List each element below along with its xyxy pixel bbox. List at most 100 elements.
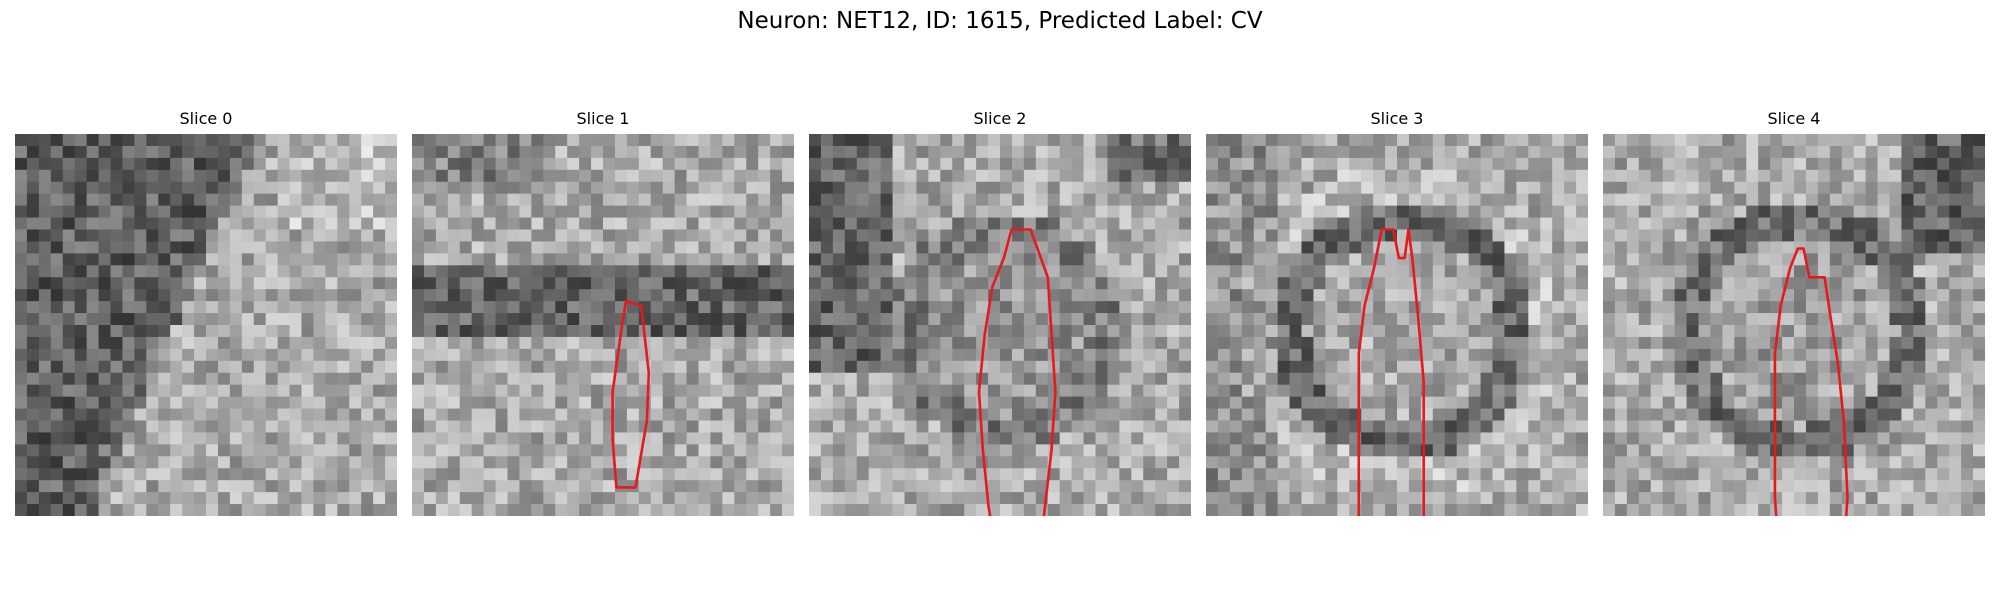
pixel-cell xyxy=(1373,408,1386,422)
pixel-cell xyxy=(1901,193,1914,207)
pixel-cell xyxy=(1805,157,1819,171)
pixel-cell xyxy=(1107,336,1120,350)
pixel-cell xyxy=(50,384,64,398)
pixel-cell xyxy=(579,289,592,302)
pixel-cell xyxy=(1552,384,1565,398)
pixel-cell xyxy=(1614,181,1628,195)
pixel-cell xyxy=(1155,396,1168,410)
pixel-cell xyxy=(1241,432,1255,445)
pixel-cell xyxy=(1770,408,1783,422)
pixel-cell xyxy=(567,313,580,326)
pixel-cell xyxy=(1576,169,1588,183)
pixel-cell xyxy=(1901,169,1914,183)
pixel-cell xyxy=(1289,444,1303,457)
pixel-cell xyxy=(976,241,989,254)
pixel-cell xyxy=(98,169,112,183)
pixel-cell xyxy=(1143,372,1156,386)
pixel-cell xyxy=(62,289,76,302)
pixel-cell xyxy=(1937,241,1950,254)
pixel-cell xyxy=(964,277,977,290)
pixel-cell xyxy=(626,181,640,195)
pixel-cell xyxy=(1361,420,1374,434)
pixel-cell xyxy=(1361,456,1374,469)
pixel-cell xyxy=(206,193,219,207)
pixel-cell xyxy=(1614,253,1628,266)
pixel-cell xyxy=(1698,169,1712,183)
pixel-cell xyxy=(206,229,219,243)
pixel-cell xyxy=(385,384,397,398)
pixel-cell xyxy=(856,444,870,457)
pixel-cell xyxy=(1722,348,1735,362)
pixel-cell xyxy=(373,169,386,183)
pixel-cell xyxy=(686,265,700,278)
pixel-cell xyxy=(952,205,965,219)
pixel-cell xyxy=(868,301,882,314)
pixel-cell xyxy=(1301,205,1315,219)
pixel-cell xyxy=(1925,157,1938,171)
pixel-cell xyxy=(313,325,326,338)
pixel-cell xyxy=(1229,169,1243,183)
pixel-cell xyxy=(86,229,100,243)
pixel-cell xyxy=(1540,396,1553,410)
pixel-cell xyxy=(734,360,747,374)
pixel-cell xyxy=(1432,456,1446,469)
pixel-cell xyxy=(86,492,100,505)
pixel-cell xyxy=(698,217,712,231)
pixel-cell xyxy=(892,277,906,290)
pixel-cell xyxy=(1361,432,1374,445)
pixel-cell xyxy=(591,277,604,290)
pixel-cell xyxy=(809,277,822,290)
pixel-cell xyxy=(1925,134,1938,147)
pixel-cell xyxy=(1564,480,1577,493)
pixel-cell xyxy=(146,384,159,398)
pixel-cell xyxy=(531,265,544,278)
pixel-cell xyxy=(361,181,374,195)
pixel-cell xyxy=(904,253,918,266)
pixel-cell xyxy=(674,193,688,207)
pixel-cell xyxy=(567,396,580,410)
pixel-cell xyxy=(543,241,556,254)
pixel-cell xyxy=(217,169,231,183)
pixel-cell xyxy=(1011,193,1025,207)
pixel-cell xyxy=(1552,277,1565,290)
pixel-cell xyxy=(1456,217,1470,231)
pixel-cell xyxy=(952,432,965,445)
pixel-cell xyxy=(698,384,712,398)
pixel-cell xyxy=(1504,456,1517,469)
pixel-cell xyxy=(98,277,112,290)
pixel-cell xyxy=(698,444,712,457)
pixel-cell xyxy=(1853,241,1867,254)
pixel-cell xyxy=(603,241,616,254)
pixel-cell xyxy=(122,313,135,326)
pixel-cell xyxy=(134,229,147,243)
pixel-cell xyxy=(988,313,1001,326)
pixel-cell xyxy=(134,301,147,314)
pixel-cell xyxy=(1626,217,1640,231)
pixel-cell xyxy=(423,217,437,231)
pixel-cell xyxy=(110,193,124,207)
pixel-cell xyxy=(1710,301,1723,314)
pixel-cell xyxy=(1385,468,1398,481)
pixel-cell xyxy=(1638,181,1652,195)
pixel-cell xyxy=(1552,229,1565,243)
pixel-cell xyxy=(1277,348,1291,362)
pixel-cell xyxy=(313,205,326,219)
pixel-cell xyxy=(1011,217,1025,231)
pixel-cell xyxy=(1564,456,1577,469)
pixel-cell xyxy=(892,420,906,434)
pixel-cell xyxy=(722,420,735,434)
pixel-cell xyxy=(1206,265,1219,278)
pixel-cell xyxy=(74,396,88,410)
pixel-cell xyxy=(1638,277,1652,290)
pixel-cell xyxy=(1841,181,1855,195)
pixel-cell xyxy=(277,157,291,171)
pixel-cell xyxy=(1420,360,1434,374)
pixel-cell xyxy=(892,217,906,231)
pixel-cell xyxy=(1313,193,1326,207)
pixel-cell xyxy=(1206,408,1219,422)
pixel-cell xyxy=(1301,157,1315,171)
pixel-cell xyxy=(1289,325,1303,338)
pixel-cell xyxy=(495,432,509,445)
pixel-cell xyxy=(782,313,794,326)
pixel-cell xyxy=(579,408,592,422)
